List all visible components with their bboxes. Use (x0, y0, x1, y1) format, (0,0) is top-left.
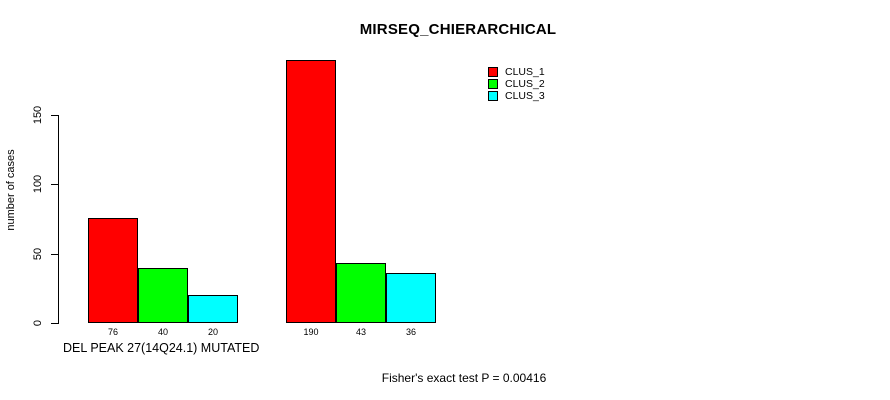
bar-clus_3-group2 (386, 273, 436, 323)
legend-swatch (488, 79, 498, 89)
y-axis-tick-label: 100 (32, 174, 44, 194)
legend-swatch (488, 67, 498, 77)
legend-item-clus_1: CLUS_1 (488, 66, 545, 78)
bar-value-label: 40 (157, 327, 169, 337)
annotation-text: Fisher's exact test P = 0.00416 (381, 371, 547, 385)
bar-value-label: 76 (107, 327, 119, 337)
y-axis-tick (51, 254, 58, 255)
legend-label: CLUS_3 (505, 90, 545, 102)
bar-value-label: 20 (207, 327, 219, 337)
y-axis-tick-label: 150 (32, 105, 44, 125)
legend-label: CLUS_2 (505, 78, 545, 90)
y-axis-tick-label: 50 (32, 247, 44, 261)
bar-clus_2-group1 (138, 267, 188, 323)
bar-value-label: 43 (355, 327, 367, 337)
legend: CLUS_1 CLUS_2 CLUS_3 (488, 66, 545, 102)
bar-clus_3-group1 (188, 295, 238, 323)
legend-item-clus_3: CLUS_3 (488, 90, 545, 102)
y-axis-tick-label: 0 (32, 319, 44, 327)
bar-clus_1-group2 (286, 59, 336, 323)
bar-clus_2-group2 (336, 263, 386, 323)
x-axis-label: DEL PEAK 27(14Q24.1) MUTATED (63, 341, 260, 355)
bar-value-label: 190 (303, 327, 319, 337)
y-axis-tick (51, 323, 58, 324)
chart-title: MIRSEQ_CHIERARCHICAL (359, 21, 557, 38)
legend-item-clus_2: CLUS_2 (488, 78, 545, 90)
y-axis-line (58, 115, 59, 324)
bar-value-label: 36 (405, 327, 417, 337)
bar-clus_1-group1 (88, 217, 138, 323)
y-axis-tick (51, 115, 58, 116)
legend-label: CLUS_1 (505, 66, 545, 78)
y-axis-tick (51, 184, 58, 185)
legend-swatch (488, 91, 498, 101)
